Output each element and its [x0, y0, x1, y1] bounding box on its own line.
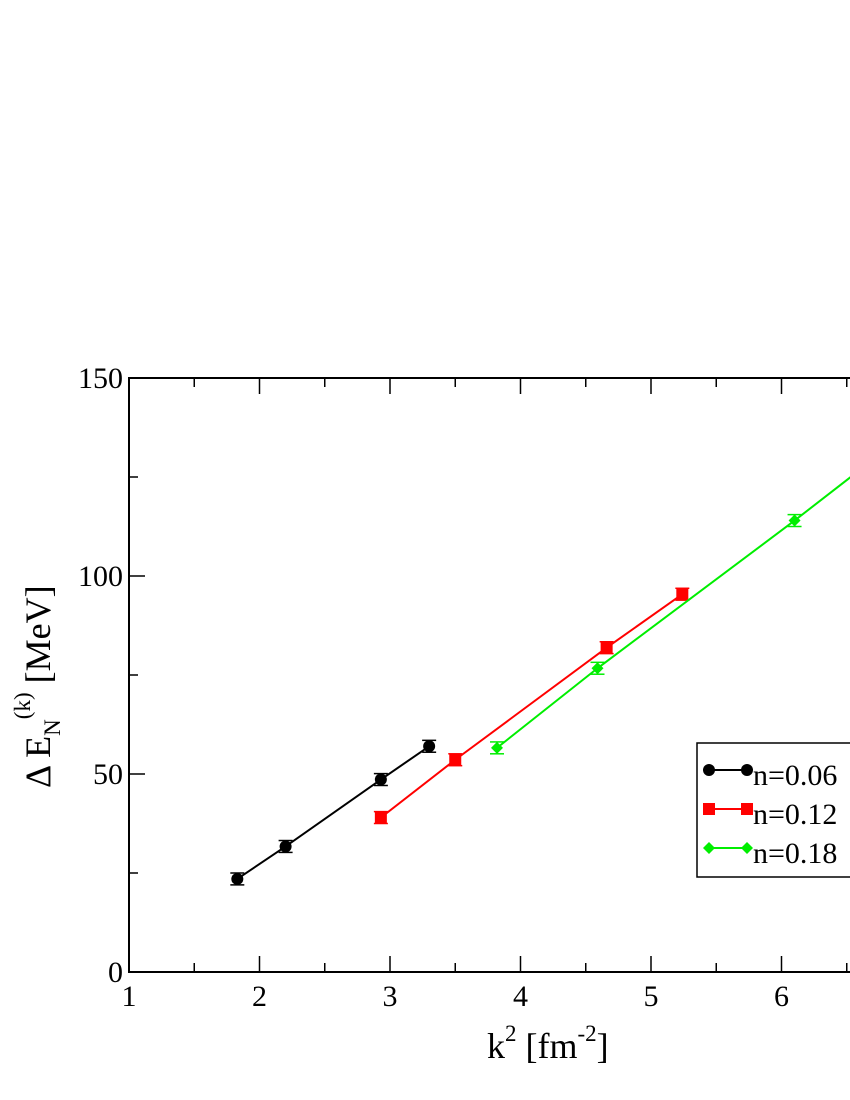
series-2: [373, 587, 690, 825]
data-point: [449, 753, 462, 766]
x-tick-label: 4: [513, 980, 528, 1013]
data-point: [279, 840, 292, 853]
x-axis-label: k2 [fm-2]: [487, 1021, 609, 1066]
data-point: [676, 588, 689, 601]
legend-marker: [741, 842, 753, 854]
x-axis-label-unit-sup: -2: [577, 1021, 596, 1046]
legend-label: n=0.06: [753, 759, 837, 792]
x-axis-label-base: k: [487, 1026, 505, 1066]
x-axis-label-unit-close: ]: [597, 1026, 609, 1066]
y-axis-label-unit: [MeV]: [18, 585, 58, 692]
y-axis-label: Δ EN (k) [MeV]: [10, 585, 65, 788]
y-axis-label-sub: N: [40, 719, 65, 736]
y-tick-label: 50: [93, 758, 123, 791]
legend-marker: [703, 764, 715, 776]
x-axis-label-sup: 2: [505, 1021, 517, 1046]
data-point: [600, 641, 613, 654]
y-axis-label-prefix: Δ E: [18, 736, 58, 788]
data-point: [491, 741, 504, 754]
legend-marker: [741, 764, 753, 776]
data-point: [423, 740, 436, 753]
x-tick-label: 6: [774, 980, 789, 1013]
x-tick-label: 5: [644, 980, 659, 1013]
legend-marker: [741, 803, 753, 815]
x-tick-label: 1: [122, 980, 137, 1013]
series-line: [496, 476, 850, 749]
data-point: [374, 811, 387, 824]
series-3: [490, 476, 850, 755]
data-layer: [230, 476, 850, 886]
data-point: [788, 514, 801, 527]
legend-marker: [703, 842, 715, 854]
y-tick-label: 150: [78, 362, 123, 395]
x-tick-label: 3: [383, 980, 398, 1013]
data-point: [374, 773, 387, 786]
data-point: [231, 872, 244, 885]
legend-label: n=0.12: [753, 798, 837, 831]
x-axis-label-unit: [fm: [517, 1026, 578, 1066]
data-point: [591, 662, 604, 675]
series-line: [380, 593, 683, 819]
x-tick-label: 2: [252, 980, 267, 1013]
series-line: [236, 745, 430, 880]
y-tick-label: 100: [78, 560, 123, 593]
ticks-layer: 1 2 3 4 5 6 0 50 100 150: [78, 362, 848, 1013]
y-axis-label-sup: (k): [10, 692, 35, 719]
legend-label: n=0.18: [753, 837, 837, 870]
series-1: [230, 739, 437, 886]
legend-marker: [703, 803, 715, 815]
y-tick-label: 0: [108, 956, 123, 989]
legend: n=0.06 n=0.12 n=0.18: [696, 742, 850, 878]
